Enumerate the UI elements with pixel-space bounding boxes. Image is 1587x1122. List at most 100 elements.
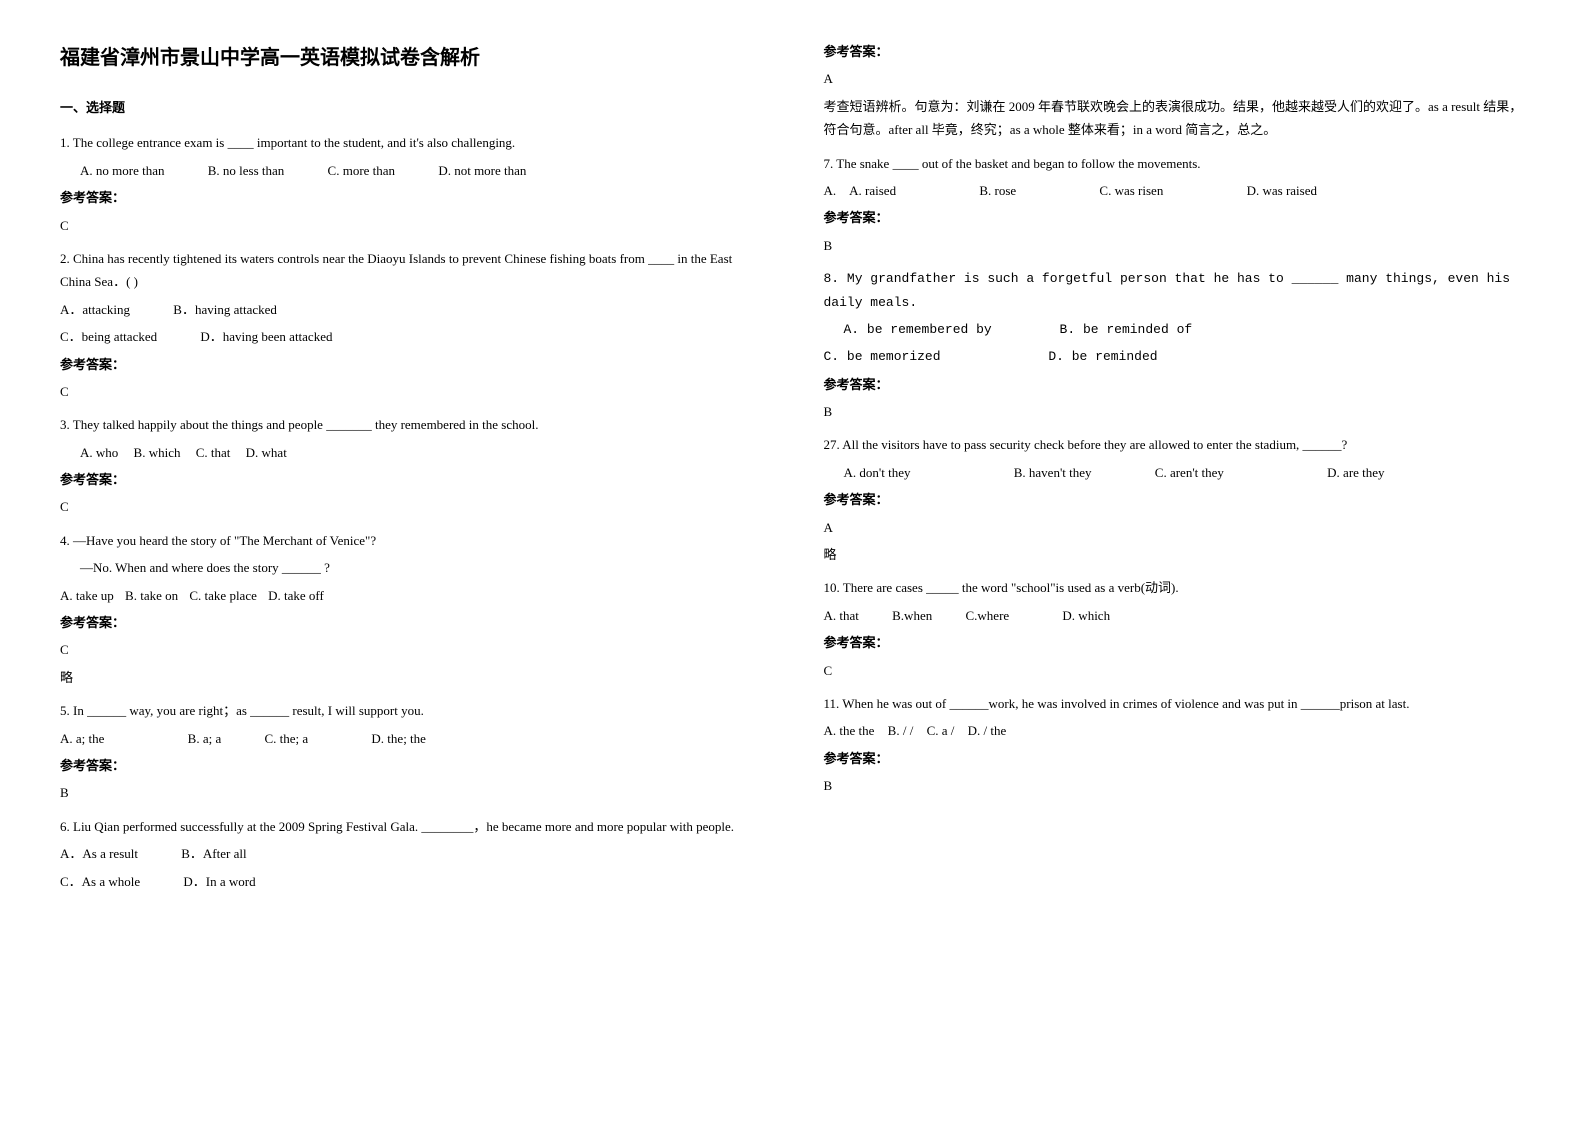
- question-27: 27. All the visitors have to pass securi…: [824, 433, 1528, 566]
- q27-optA: A. don't they: [844, 461, 911, 484]
- q4-answer: C: [60, 638, 764, 661]
- q7-optD: D. was raised: [1247, 179, 1317, 202]
- q7-text: 7. The snake ____ out of the basket and …: [824, 152, 1528, 175]
- question-6: 6. Liu Qian performed successfully at th…: [60, 815, 764, 893]
- question-7: 7. The snake ____ out of the basket and …: [824, 152, 1528, 258]
- question-6-answer: 参考答案： A 考查短语辨析。句意为：刘谦在 2009 年春节联欢晚会上的表演很…: [824, 40, 1528, 142]
- q3-optB: B. which: [134, 441, 181, 464]
- q11-optA: A. the the: [824, 719, 875, 742]
- q6-answer-label: 参考答案：: [824, 40, 1528, 63]
- question-2: 2. China has recently tightened its wate…: [60, 247, 764, 403]
- q6-options-row2: C．As a whole D．In a word: [60, 870, 764, 893]
- q1-optB: B. no less than: [208, 159, 285, 182]
- q6-options-row1: A．As a result B．After all: [60, 842, 764, 865]
- q11-answer-label: 参考答案：: [824, 747, 1528, 770]
- q10-text: 10. There are cases _____ the word "scho…: [824, 576, 1528, 599]
- q8-text: 8. My grandfather is such a forgetful pe…: [824, 267, 1528, 314]
- q3-answer-label: 参考答案：: [60, 468, 764, 491]
- q4-line1: 4. —Have you heard the story of "The Mer…: [60, 529, 764, 552]
- q1-text: 1. The college entrance exam is ____ imp…: [60, 131, 764, 154]
- q1-options: A. no more than B. no less than C. more …: [60, 159, 764, 182]
- q10-optD: D. which: [1062, 604, 1110, 627]
- q27-optC: C. aren't they: [1155, 461, 1224, 484]
- left-column: 福建省漳州市景山中学高一英语模拟试卷含解析 一、选择题 1. The colle…: [60, 40, 764, 903]
- exam-title: 福建省漳州市景山中学高一英语模拟试卷含解析: [60, 40, 764, 76]
- q6-answer: A: [824, 67, 1528, 90]
- q10-optA: A. that: [824, 604, 859, 627]
- q6-optB: B．After all: [181, 842, 246, 865]
- q2-text: 2. China has recently tightened its wate…: [60, 247, 764, 294]
- q4-options: A. take up B. take on C. take place D. t…: [60, 584, 764, 607]
- question-10: 10. There are cases _____ the word "scho…: [824, 576, 1528, 682]
- q10-optC: C.where: [965, 604, 1009, 627]
- q8-optC: C. be memorized: [824, 345, 941, 368]
- q11-optC: C. a /: [927, 719, 955, 742]
- q11-optD: D. / the: [968, 719, 1007, 742]
- q8-options-row1: A. be remembered by B. be reminded of: [824, 318, 1528, 341]
- q10-answer: C: [824, 659, 1528, 682]
- question-11: 11. When he was out of ______work, he wa…: [824, 692, 1528, 798]
- q7-answer-label: 参考答案：: [824, 206, 1528, 229]
- q27-optB: B. haven't they: [1014, 461, 1092, 484]
- q5-options: A. a; the B. a; a C. the; a D. the; the: [60, 727, 764, 750]
- q6-optD: D．In a word: [183, 870, 255, 893]
- q4-optD: D. take off: [268, 584, 324, 607]
- q3-optD: D. what: [246, 441, 287, 464]
- q8-options-row2: C. be memorized D. be reminded: [824, 345, 1528, 368]
- q3-optC: C. that: [196, 441, 231, 464]
- question-1: 1. The college entrance exam is ____ imp…: [60, 131, 764, 237]
- question-5: 5. In ______ way, you are right；as _____…: [60, 699, 764, 805]
- q10-options: A. that B.when C.where D. which: [824, 604, 1528, 627]
- q27-answer: A: [824, 516, 1528, 539]
- q3-text: 3. They talked happily about the things …: [60, 413, 764, 436]
- q1-optD: D. not more than: [438, 159, 526, 182]
- q1-optC: C. more than: [328, 159, 396, 182]
- q2-optA: A．attacking: [60, 298, 130, 321]
- q5-optB: B. a; a: [188, 727, 222, 750]
- q11-options: A. the the B. / / C. a / D. / the: [824, 719, 1528, 742]
- q3-answer: C: [60, 495, 764, 518]
- q6-optC: C．As a whole: [60, 870, 140, 893]
- q1-answer: C: [60, 214, 764, 237]
- q2-options-row1: A．attacking B．having attacked: [60, 298, 764, 321]
- q27-text: 27. All the visitors have to pass securi…: [824, 433, 1528, 456]
- q2-optD: D．having been attacked: [200, 325, 332, 348]
- q11-text: 11. When he was out of ______work, he wa…: [824, 692, 1528, 715]
- q5-answer: B: [60, 781, 764, 804]
- q4-optB: B. take on: [125, 584, 178, 607]
- q7-optB: B. rose: [979, 179, 1016, 202]
- question-3: 3. They talked happily about the things …: [60, 413, 764, 519]
- section-header-1: 一、选择题: [60, 96, 764, 119]
- q1-answer-label: 参考答案：: [60, 186, 764, 209]
- q3-optA: A. who: [80, 441, 118, 464]
- question-8: 8. My grandfather is such a forgetful pe…: [824, 267, 1528, 423]
- q5-text: 5. In ______ way, you are right；as _____…: [60, 699, 764, 722]
- q2-answer: C: [60, 380, 764, 403]
- q8-optB: B. be reminded of: [1060, 318, 1193, 341]
- q27-options: A. don't they B. haven't they C. aren't …: [824, 461, 1528, 484]
- q2-answer-label: 参考答案：: [60, 353, 764, 376]
- q2-optC: C．being attacked: [60, 325, 157, 348]
- q27-optD: D. are they: [1327, 461, 1384, 484]
- q5-optD: D. the; the: [371, 727, 426, 750]
- q27-answer-label: 参考答案：: [824, 488, 1528, 511]
- q11-optB: B. / /: [888, 719, 914, 742]
- q5-optA: A. a; the: [60, 727, 104, 750]
- q2-optB: B．having attacked: [173, 298, 277, 321]
- q6-text: 6. Liu Qian performed successfully at th…: [60, 815, 764, 838]
- q1-optA: A. no more than: [60, 159, 164, 182]
- q8-optA: A. be remembered by: [844, 318, 992, 341]
- q7-answer: B: [824, 234, 1528, 257]
- q4-line2: —No. When and where does the story _____…: [60, 556, 764, 579]
- q7-options: A. A. raised B. rose C. was risen D. was…: [824, 179, 1528, 202]
- q5-optC: C. the; a: [264, 727, 308, 750]
- q3-options: A. who B. which C. that D. what: [60, 441, 764, 464]
- question-4: 4. —Have you heard the story of "The Mer…: [60, 529, 764, 689]
- q8-answer: B: [824, 400, 1528, 423]
- q10-optB: B.when: [892, 604, 932, 627]
- q11-answer: B: [824, 774, 1528, 797]
- q7-optC: C. was risen: [1099, 179, 1163, 202]
- q2-options-row2: C．being attacked D．having been attacked: [60, 325, 764, 348]
- q7-optA: A. A. raised: [824, 179, 897, 202]
- q8-answer-label: 参考答案：: [824, 373, 1528, 396]
